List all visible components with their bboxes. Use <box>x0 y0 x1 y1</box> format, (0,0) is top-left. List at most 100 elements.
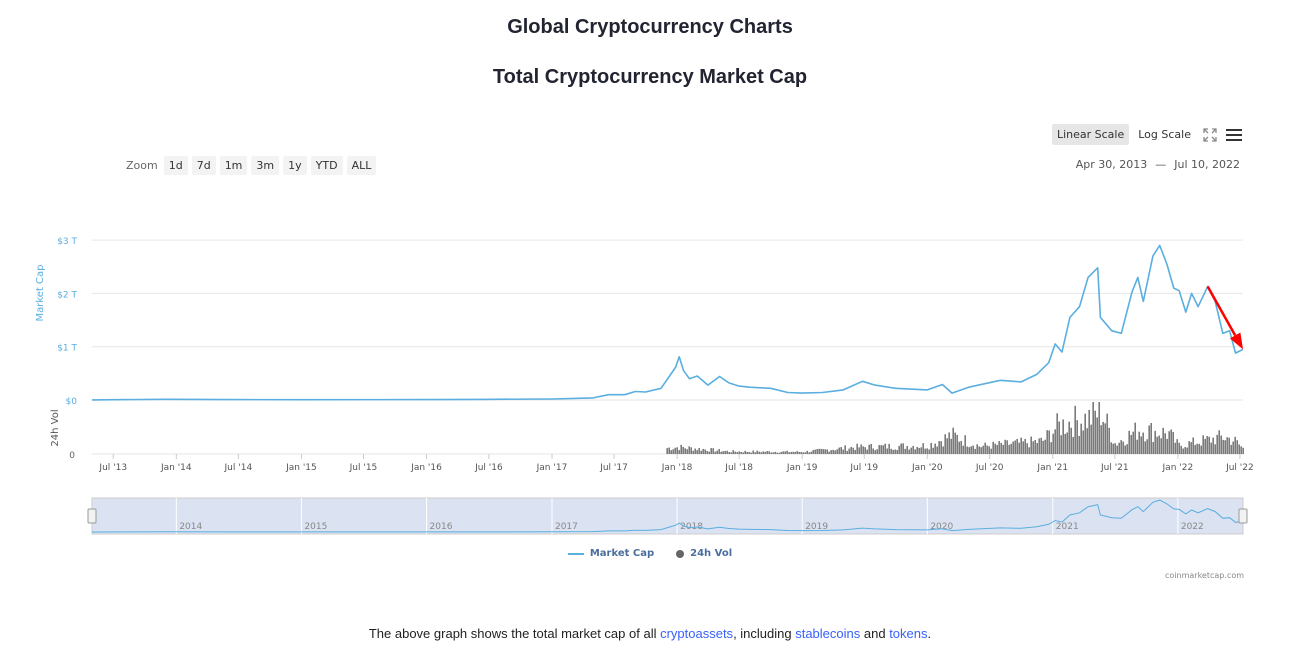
volume-bar <box>1096 417 1098 454</box>
volume-tick-label: 0 <box>69 451 75 461</box>
volume-bar <box>766 451 768 454</box>
volume-bar <box>1138 431 1140 454</box>
volume-bar <box>996 444 998 454</box>
volume-bar <box>808 452 810 454</box>
linear-scale-button[interactable]: Linear Scale <box>1051 124 1130 145</box>
volume-bar <box>934 443 936 454</box>
volume-bar <box>1220 435 1222 454</box>
zoom-1d-button[interactable]: 1d <box>163 156 188 175</box>
volume-bar <box>1152 442 1154 454</box>
x-tick-label: Jul '15 <box>349 463 378 473</box>
legend-volume[interactable]: 24h Vol <box>676 548 732 559</box>
volume-bar <box>768 451 770 454</box>
volume-bar <box>718 449 720 454</box>
volume-bar <box>704 449 706 454</box>
chart-credit[interactable]: coinmarketcap.com <box>1165 571 1244 580</box>
volume-bar <box>1060 435 1062 454</box>
volume-bar <box>686 449 688 454</box>
volume-bar <box>778 452 780 454</box>
volume-bar <box>688 446 690 454</box>
range-to[interactable]: Jul 10, 2022 <box>1174 158 1240 171</box>
volume-bar <box>1192 437 1194 454</box>
x-tick-label: Jul '22 <box>1225 463 1254 473</box>
volume-bar <box>828 451 830 454</box>
volume-bar <box>1176 439 1178 454</box>
zoom-1y-button[interactable]: 1y <box>283 156 307 175</box>
volume-bar <box>788 452 790 454</box>
volume-bar <box>1114 443 1116 454</box>
volume-bar <box>960 440 962 454</box>
volume-bar <box>884 443 886 454</box>
volume-bar <box>756 450 758 454</box>
navigator-year-label: 2020 <box>930 522 953 532</box>
volume-bar <box>762 451 764 454</box>
volume-bar <box>952 427 954 454</box>
volume-bar <box>684 448 686 454</box>
navigator-series <box>91 499 1244 533</box>
legend-market-cap[interactable]: Market Cap <box>567 548 654 559</box>
log-scale-button[interactable]: Log Scale <box>1138 128 1191 141</box>
fullscreen-icon[interactable] <box>1200 125 1220 145</box>
zoom-label: Zoom <box>126 159 158 172</box>
volume-bar <box>1238 444 1240 454</box>
volume-bar <box>848 448 850 454</box>
volume-bar <box>904 448 906 454</box>
zoom-7d-button[interactable]: 7d <box>191 156 216 175</box>
volume-bar <box>1160 438 1162 454</box>
navigator-year-label: 2017 <box>555 522 578 532</box>
stablecoins-link[interactable]: stablecoins <box>795 626 861 641</box>
volume-bar <box>752 450 754 454</box>
volume-bar <box>1030 436 1032 454</box>
range-from[interactable]: Apr 30, 2013 <box>1075 158 1148 171</box>
navigator-handle-right[interactable] <box>1238 508 1248 524</box>
volume-bar <box>1018 442 1020 454</box>
volume-bar <box>1058 421 1060 454</box>
zoom-3m-button[interactable]: 3m <box>251 156 280 175</box>
volume-bar <box>1008 444 1010 454</box>
volume-bar <box>836 449 838 454</box>
volume-bar <box>1124 445 1126 454</box>
volume-bar <box>1216 434 1218 454</box>
tokens-link[interactable]: tokens <box>889 626 928 641</box>
volume-bar <box>946 438 948 454</box>
cryptoassets-link[interactable]: cryptoassets <box>660 626 734 641</box>
x-tick-label: Jan '18 <box>661 463 693 473</box>
volume-bar <box>914 449 916 454</box>
volume-bar <box>736 452 738 454</box>
volume-bar <box>876 449 878 454</box>
navigator-year-label: 2022 <box>1181 522 1204 532</box>
volume-bar <box>862 446 864 454</box>
volume-bar <box>1050 442 1052 454</box>
volume-bar <box>1226 437 1228 454</box>
volume-bar <box>666 448 668 454</box>
navigator-year-label: 2019 <box>805 522 828 532</box>
volume-bar <box>792 451 794 454</box>
zoom-all-button[interactable]: ALL <box>346 156 377 175</box>
x-tick-label: Jan '17 <box>536 463 568 473</box>
volume-bar <box>1190 442 1192 454</box>
zoom-1m-button[interactable]: 1m <box>219 156 248 175</box>
market-cap-chart[interactable]: $0 $1 T $2 T $3 T 0 Market Cap 24h Vol Jul '13… <box>0 0 1300 600</box>
volume-bar <box>878 445 880 454</box>
volume-bar <box>702 448 704 454</box>
navigator-handle-left[interactable] <box>87 508 97 524</box>
market-cap-line[interactable] <box>91 244 1244 401</box>
volume-bar <box>918 447 920 454</box>
volume-bar <box>992 441 994 454</box>
volume-bar <box>1048 430 1050 454</box>
volume-bar <box>1040 437 1042 454</box>
volume-bar <box>924 448 926 454</box>
menu-icon[interactable] <box>1224 125 1244 145</box>
volume-bar <box>774 451 776 454</box>
volume-bar <box>1144 441 1146 454</box>
volume-bar <box>1098 402 1100 454</box>
volume-bar <box>1184 447 1186 454</box>
volume-bar <box>978 446 980 454</box>
volume-bar <box>944 434 946 454</box>
volume-bar <box>1170 429 1172 454</box>
volume-bar <box>760 452 762 454</box>
volume-bar <box>942 446 944 454</box>
volume-bar <box>1116 445 1118 454</box>
zoom-ytd-button[interactable]: YTD <box>310 156 343 175</box>
volume-bar <box>1070 427 1072 454</box>
